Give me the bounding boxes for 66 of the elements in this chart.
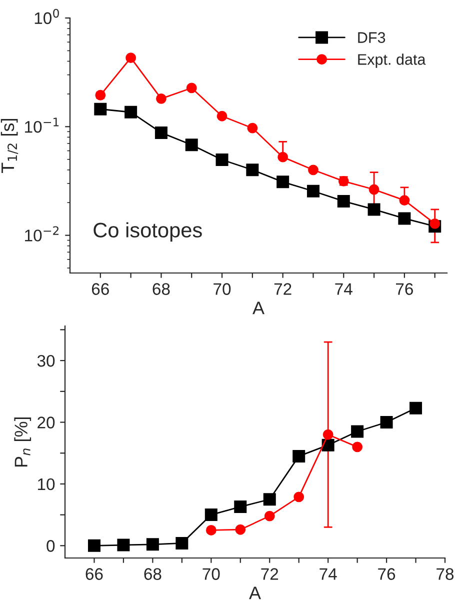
point [176, 536, 188, 550]
point [337, 194, 350, 208]
point [154, 126, 168, 139]
point [294, 492, 304, 502]
x-axis-title: A [249, 586, 261, 600]
x-tick-label: 70 [214, 283, 231, 295]
y-axis-title: P$_{n}$ [%] [14, 417, 32, 467]
point [94, 102, 107, 116]
point [308, 164, 318, 176]
y-tick-label: 10$^{−1}$ [25, 118, 59, 133]
point [352, 442, 363, 452]
annotation: Co isotopes [94, 222, 202, 242]
point [126, 52, 136, 64]
point [278, 152, 288, 162]
point [410, 402, 422, 414]
y-tick-label: 10$^{0}$ [34, 8, 59, 24]
point [185, 138, 198, 152]
point [380, 416, 393, 429]
point [351, 425, 364, 438]
x-tick-label: 74 [320, 568, 337, 580]
x-tick-label: 74 [335, 283, 352, 295]
x-tick-label: 76 [396, 283, 413, 295]
point [264, 510, 275, 522]
x-tick-label: 76 [378, 568, 396, 580]
point [263, 493, 276, 506]
y-tick-label: 0 [46, 540, 55, 552]
x-tick-label: 66 [92, 283, 109, 295]
point [156, 93, 166, 104]
point [322, 429, 334, 440]
point [235, 524, 246, 535]
point [368, 184, 380, 195]
x-tick-label: 72 [274, 283, 292, 295]
point [206, 525, 216, 536]
point [398, 212, 411, 225]
point [124, 106, 138, 118]
legend-label: DF3 [358, 32, 386, 43]
y-tick-label: 10 [38, 478, 55, 490]
x-axis-title: A [252, 302, 264, 314]
point [146, 538, 159, 551]
point [322, 438, 334, 452]
x-tick-label: 66 [86, 568, 103, 580]
point [306, 184, 320, 198]
x-tick-label: 78 [436, 568, 454, 580]
point [247, 122, 258, 134]
point [246, 164, 259, 176]
x-tick-label: 72 [261, 568, 278, 580]
point [117, 538, 130, 552]
y-axis-title: T$_{1/2}$ [s] [0, 119, 18, 173]
point [430, 218, 440, 229]
y-tick-label: 10$^{−2}$ [25, 226, 59, 242]
point [216, 153, 228, 166]
point [186, 82, 197, 94]
x-tick-label: 70 [202, 568, 220, 580]
point [204, 508, 218, 522]
y-tick-label: 20 [38, 416, 55, 428]
point [234, 500, 247, 514]
y-tick-label: 30 [37, 354, 55, 367]
point [276, 176, 290, 188]
legend-label: Expt. data [358, 54, 426, 68]
point [368, 203, 380, 216]
point [292, 450, 306, 462]
point [216, 110, 228, 122]
point [399, 195, 410, 206]
x-tick-label: 68 [144, 568, 162, 580]
x-tick-label: 68 [152, 283, 170, 295]
point [88, 539, 100, 552]
